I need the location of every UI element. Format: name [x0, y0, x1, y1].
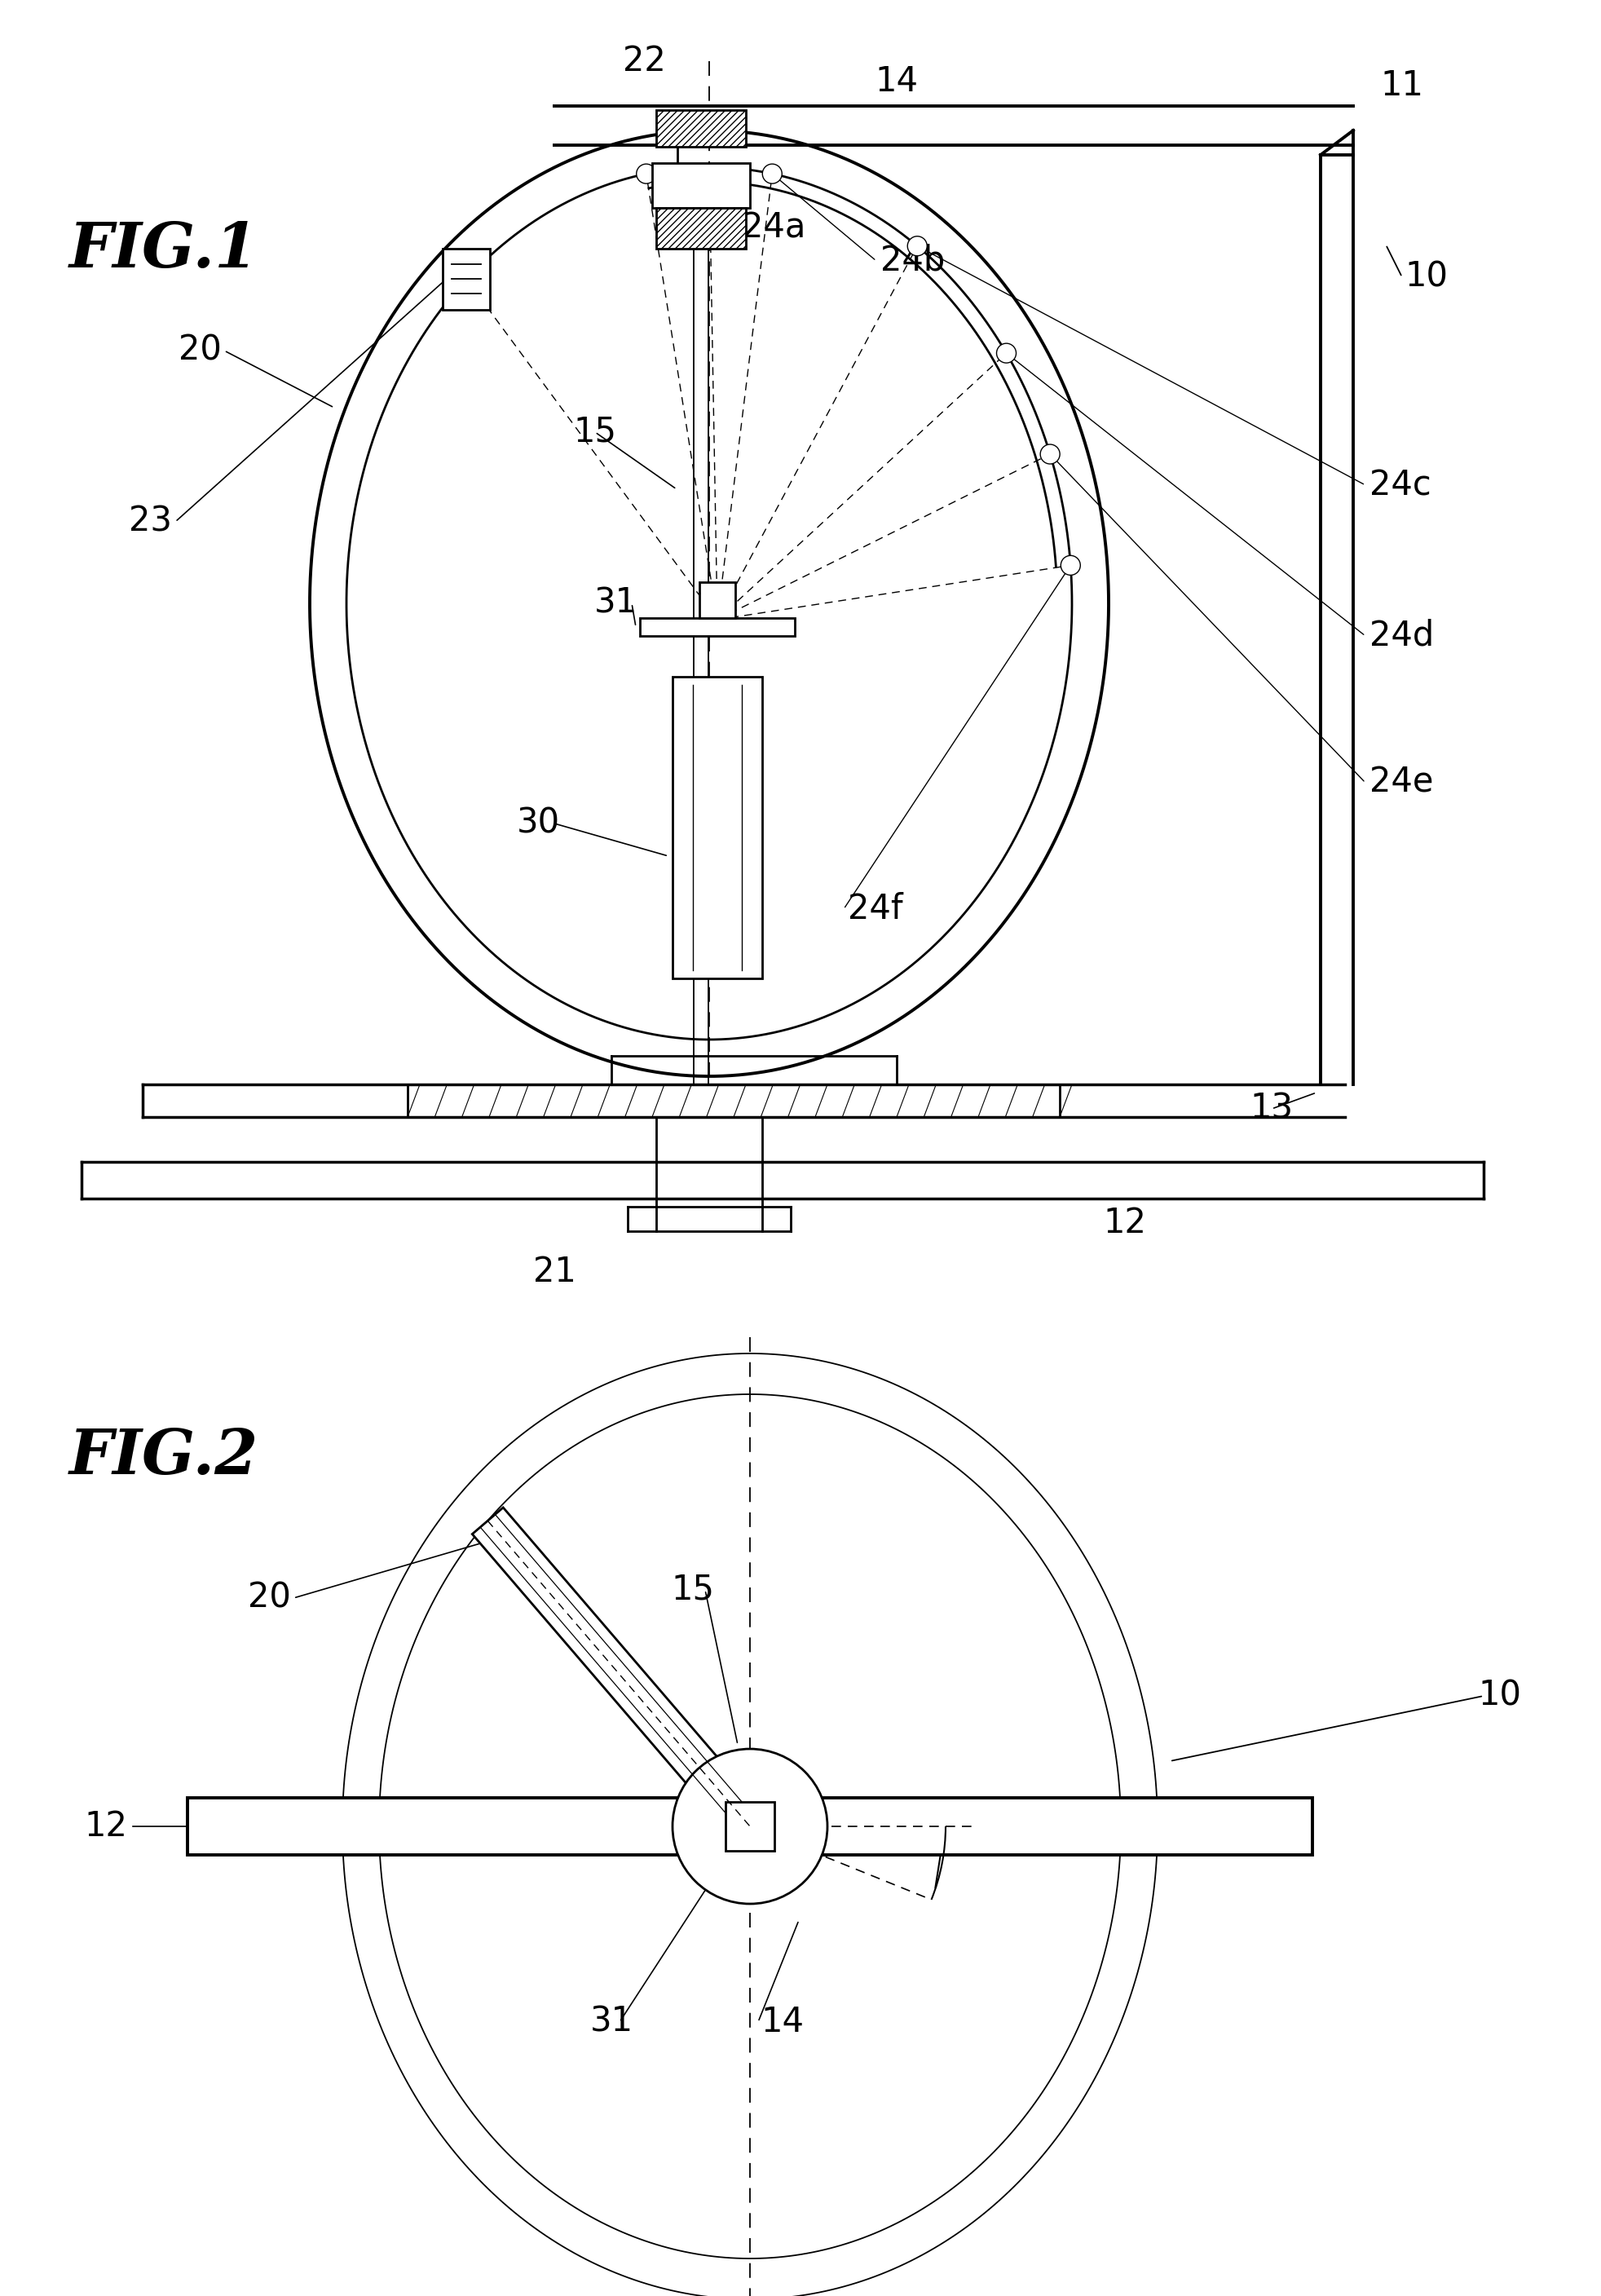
Text: 10: 10: [1404, 259, 1447, 294]
Bar: [656, 209, 746, 248]
Text: 24e: 24e: [1369, 765, 1433, 799]
Bar: [639, 618, 794, 636]
Text: $\alpha$: $\alpha$: [988, 1818, 1017, 1860]
Text: 24c: 24c: [1369, 468, 1431, 503]
Circle shape: [996, 344, 1015, 363]
Bar: [725, 1802, 773, 1851]
Text: 12: 12: [1103, 1205, 1146, 1240]
Text: 30: 30: [516, 806, 559, 840]
Text: 24a: 24a: [741, 211, 805, 246]
Text: 21: 21: [533, 1256, 576, 1288]
Text: 22: 22: [623, 44, 664, 78]
Text: 24b: 24b: [881, 243, 945, 278]
Text: 20: 20: [178, 333, 221, 367]
Bar: [700, 583, 735, 618]
Text: 11: 11: [1380, 69, 1423, 103]
Text: 23: 23: [130, 505, 173, 540]
Bar: [672, 677, 762, 978]
Text: FIG.1: FIG.1: [69, 220, 258, 280]
Text: 24f: 24f: [847, 891, 903, 925]
Circle shape: [908, 236, 927, 255]
Circle shape: [762, 163, 781, 184]
Circle shape: [1039, 445, 1060, 464]
Text: 14: 14: [874, 64, 917, 99]
Text: 14: 14: [760, 2004, 804, 2039]
Circle shape: [672, 1750, 828, 1903]
Text: 15: 15: [671, 1573, 714, 1607]
Bar: [656, 110, 746, 147]
Text: FIG.2: FIG.2: [69, 1426, 258, 1488]
Text: 15: 15: [573, 416, 616, 450]
Circle shape: [636, 163, 656, 184]
Circle shape: [1060, 556, 1079, 574]
Text: 31: 31: [589, 2004, 632, 2039]
Text: 13: 13: [1249, 1091, 1292, 1125]
Polygon shape: [472, 1508, 765, 1839]
Text: 31: 31: [594, 585, 637, 620]
Bar: [187, 1798, 1311, 1855]
Text: 10: 10: [1478, 1678, 1521, 1713]
Text: 24d: 24d: [1369, 620, 1433, 652]
Polygon shape: [442, 248, 490, 310]
Bar: [652, 163, 749, 209]
Text: 12: 12: [85, 1809, 128, 1844]
Text: 20: 20: [247, 1582, 290, 1614]
